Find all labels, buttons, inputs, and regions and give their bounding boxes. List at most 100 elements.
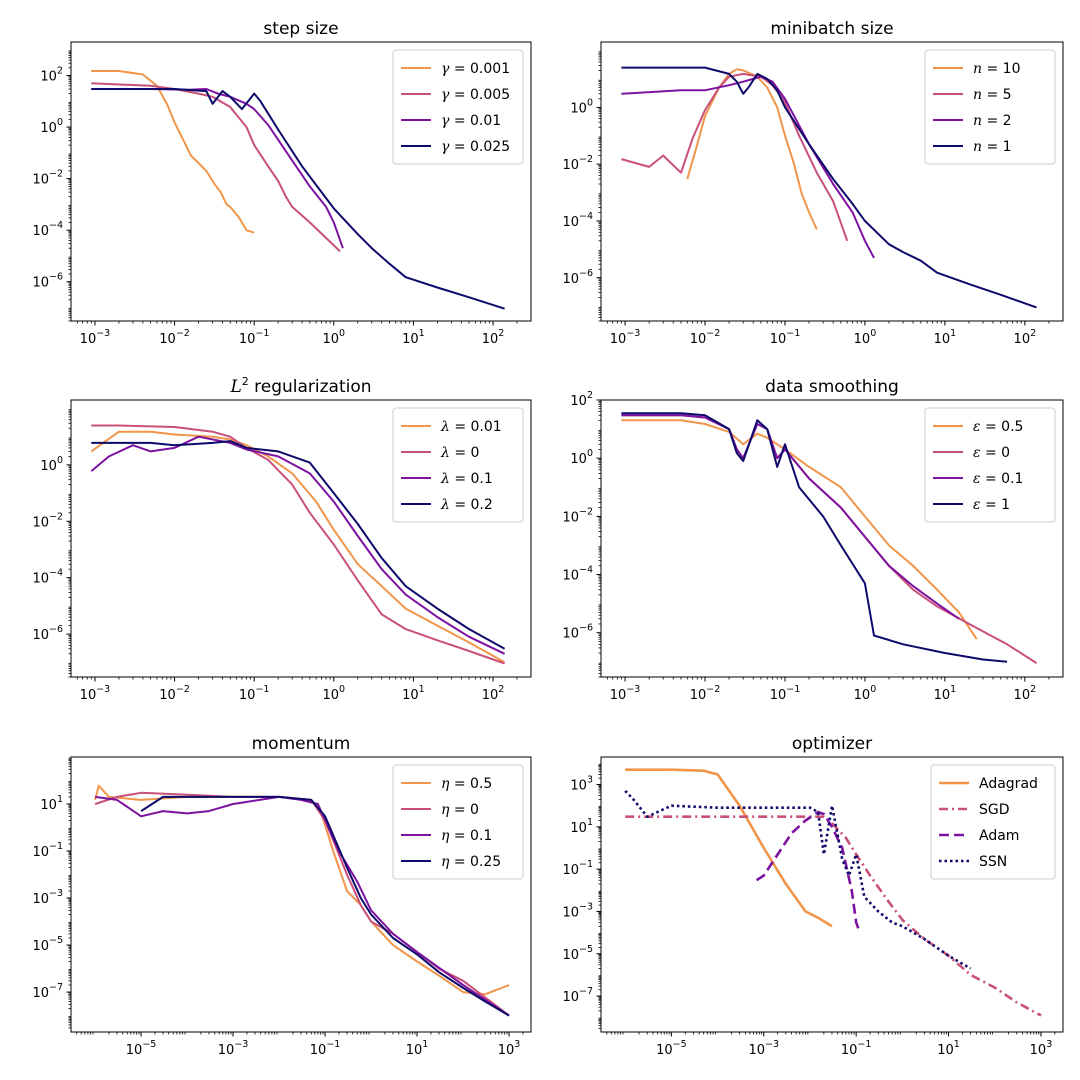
legend-label: η = 0.25 [441,854,501,870]
series-line-6-3 [755,810,862,934]
y-tick-label: 102 [570,390,593,409]
chart-title: momentum [252,734,351,754]
x-tick-label: 10−1 [841,1039,872,1058]
series-line-5-4 [140,795,510,1017]
x-tick-label: 102 [482,328,505,347]
series-line-2-2 [621,72,849,242]
subplot-2: 10−3 10−2 10−1 100 101 102 10−6 10−4 10−2 100 mini… [562,19,1064,347]
chart-title: L2 regularization [229,375,371,397]
series-line-1-3 [91,88,344,249]
x-tick-label: 10−2 [690,684,721,703]
legend-box [924,49,1056,165]
y-tick-label: 10−1 [32,841,63,860]
legend: Adagrad SGD Adam SSN [930,764,1056,880]
x-tick-label: 100 [854,684,877,703]
y-tick-label: 10−5 [32,935,63,954]
x-tick-label: 102 [1014,328,1037,347]
legend-box [930,764,1056,880]
x-tick-label: 102 [482,684,505,703]
x-tick-label: 10−1 [770,328,801,347]
x-tick-label: 101 [406,1039,429,1058]
legend-label: Adagrad [979,776,1038,792]
x-tick-label: 10−3 [80,328,111,347]
x-tick-label: 102 [1014,684,1037,703]
subplot-4: 10−3 10−2 10−1 100 101 102 10−6 10−4 10−2 100 102 d… [562,377,1064,703]
legend-label: λ = 0.2 [440,497,493,513]
series-line-5-1 [94,784,510,996]
x-tick-label: 10−1 [239,328,270,347]
x-tick-label: 101 [402,328,425,347]
x-tick-label: 10−5 [656,1039,687,1058]
legend-label: SSN [979,854,1007,870]
y-tick-label: 10−6 [32,624,63,643]
y-tick-label: 103 [570,775,593,794]
x-tick-label: 100 [322,684,345,703]
legend-box [392,764,524,880]
series-line-2-3 [621,75,875,259]
y-tick-label: 10−6 [562,268,593,287]
legend-label: λ = 0.01 [440,419,502,435]
x-tick-label: 101 [934,684,957,703]
legend-box [392,49,524,165]
x-tick-label: 10−2 [690,328,721,347]
series-line-4-1 [621,419,978,640]
legend-label: ε = 0.5 [973,419,1023,435]
legend-label: λ = 0.1 [440,471,493,487]
legend-label: η = 0.1 [441,828,492,844]
x-tick-label: 10−3 [218,1039,249,1058]
x-tick-label: 10−2 [159,328,190,347]
series-line-4-3 [621,414,960,620]
legend-label: η = 0 [441,802,479,818]
series-line-2-1 [686,68,818,230]
legend-box [924,407,1056,523]
legend: γ = 0.001 γ = 0.005 γ = 0.01 γ = 0.025 [392,49,524,165]
legend-label: Adam [979,828,1019,844]
y-tick-label: 100 [40,455,63,474]
legend-label: n = 2 [973,113,1012,129]
y-tick-label: 10−6 [562,623,593,642]
x-tick-label: 10−2 [159,684,190,703]
y-tick-label: 10−4 [32,220,63,239]
series-line-6-1 [625,768,833,928]
y-tick-label: 100 [40,117,63,136]
x-tick-label: 10−3 [748,1039,779,1058]
legend-label: n = 5 [973,87,1012,103]
legend-label: γ = 0.001 [441,61,510,77]
x-tick-label: 10−5 [126,1039,157,1058]
legend-label: n = 10 [973,61,1021,77]
y-tick-label: 10−4 [562,565,593,584]
x-tick-label: 101 [937,1039,960,1058]
legend: η = 0.5 η = 0 η = 0.1 η = 0.25 [392,764,524,880]
y-tick-label: 10−5 [562,944,593,963]
y-tick-label: 10−3 [562,901,593,920]
y-tick-label: 100 [570,448,593,467]
subplot-5: 10−5 10−3 10−1 101 103 10−7 10−5 10−3 10−1 101 mom… [32,734,532,1058]
axes-frame [600,399,1064,678]
series-line-4-4 [621,412,1008,663]
y-tick-label: 102 [40,66,63,85]
legend: n = 10 n = 5 n = 2 n = 1 [924,49,1056,165]
legend-label: n = 1 [973,139,1012,155]
x-tick-label: 10−1 [310,1039,341,1058]
subplot-6: 10−5 10−3 10−1 101 103 10−7 10−5 10−3 10−1 101 103… [562,734,1064,1058]
series-line-3-4 [91,440,506,650]
x-tick-label: 10−3 [610,328,641,347]
series-line-1-1 [91,70,255,234]
legend-label: SGD [979,802,1010,818]
y-tick-label: 101 [570,817,593,836]
legend-label: η = 0.5 [441,776,492,792]
legend-label: γ = 0.01 [441,113,501,129]
chart-title: minibatch size [770,19,893,39]
legend: ε = 0.5 ε = 0 ε = 0.1 ε = 1 [924,407,1056,523]
y-tick-label: 10−2 [562,154,593,173]
y-tick-label: 10−2 [32,511,63,530]
y-tick-label: 100 [570,97,593,116]
series-line-3-1 [90,430,506,664]
legend-label: λ = 0 [440,445,479,461]
series-line-1-4 [91,88,505,310]
y-tick-label: 10−4 [562,211,593,230]
series-line-3-3 [90,435,506,655]
chart-title: optimizer [792,734,872,754]
y-tick-label: 10−2 [32,169,63,188]
legend-label: γ = 0.005 [441,87,510,103]
